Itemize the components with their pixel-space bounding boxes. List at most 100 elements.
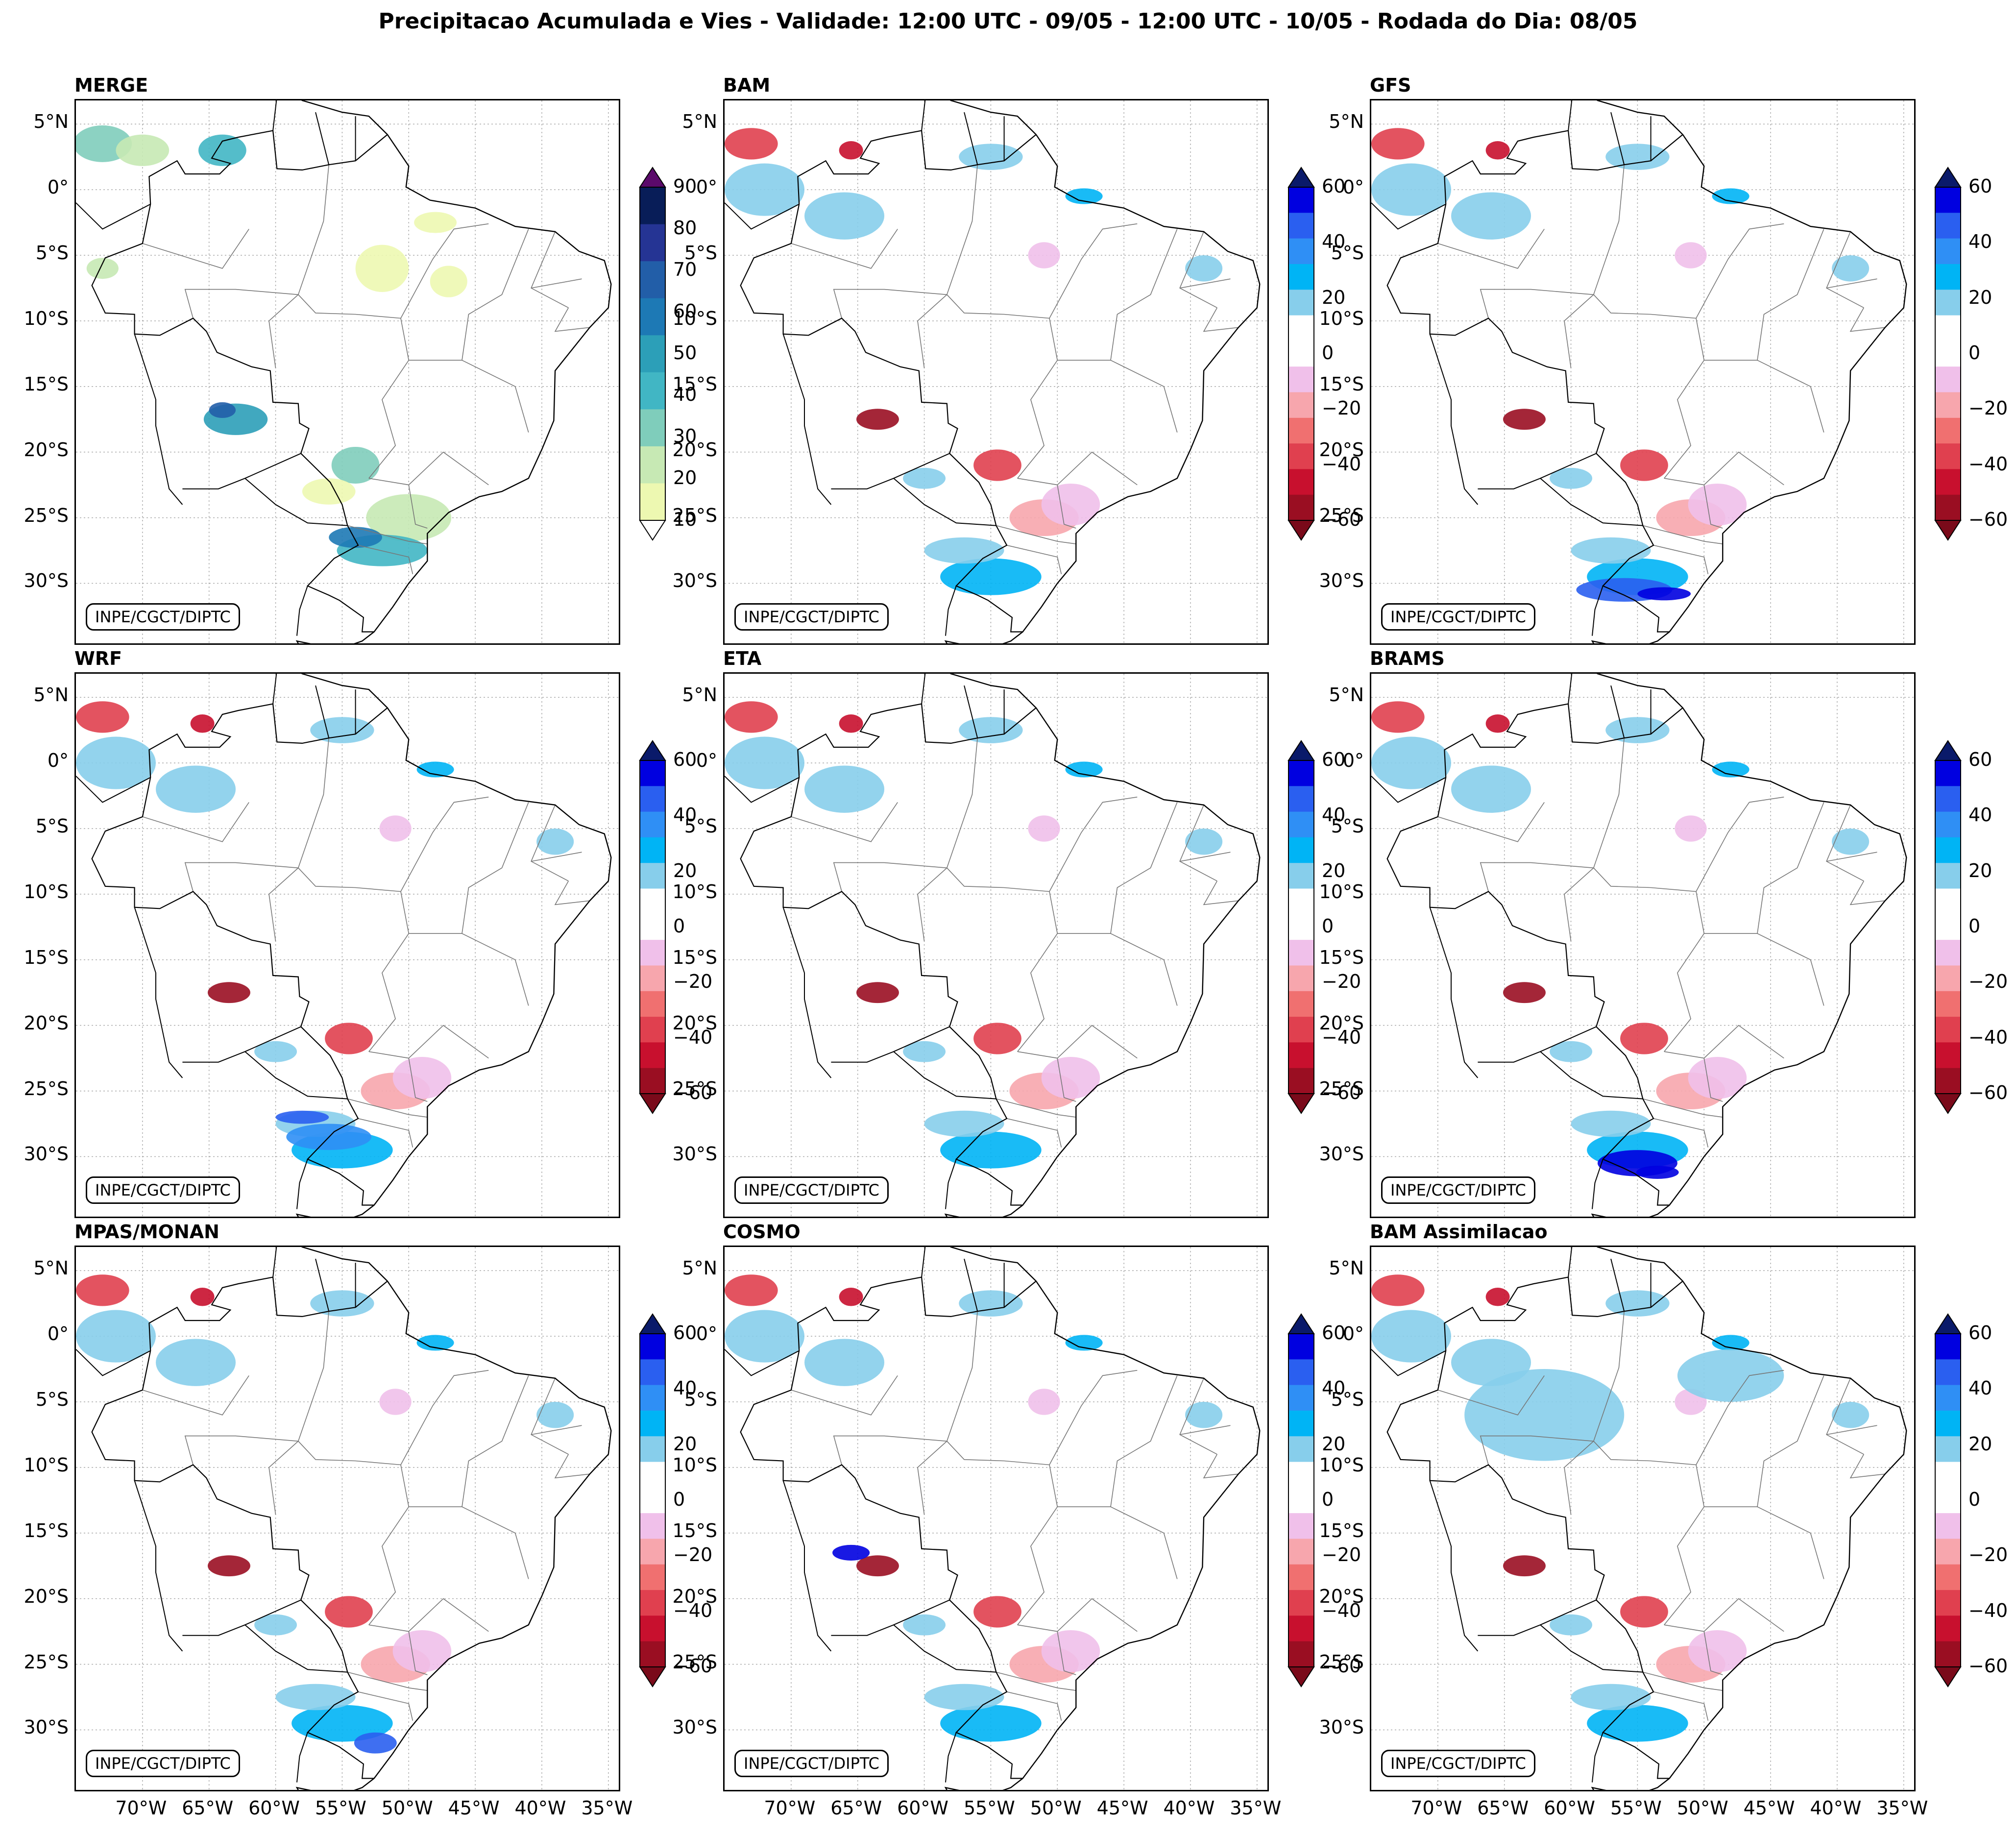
colorbar-segment [1935,1513,1961,1539]
state-border [1849,880,1885,905]
colorbar-tick-label: 40 [673,384,697,405]
colorbar-segment [640,409,665,447]
precip-field [1620,1596,1668,1628]
colorbar-segment [1935,187,1961,213]
colorbar-tick-label: −60 [1322,509,1361,530]
colorbar-extend-min [1934,1666,1962,1687]
precip-field [1571,537,1651,564]
lon-tick-label: 45°W [1096,1797,1148,1819]
country-border [182,453,301,489]
precip-field [1677,1349,1784,1402]
lat-tick-label: 5°N [33,1257,69,1279]
state-border [1180,852,1231,862]
lat-tick-label: 10°S [1319,880,1364,903]
country-border [921,1247,926,1277]
coastline [1591,1247,1907,1790]
precip-field [190,1288,215,1306]
country-border [1478,1599,1597,1636]
country-border [134,907,183,1078]
colorbar-tick-label: −40 [673,1599,713,1621]
colorbar-segment [640,1436,665,1463]
state-border [1437,228,1545,269]
colorbar-segment [1935,1590,1961,1616]
colorbar-tick-label: 60 [1322,749,1346,770]
country-border [921,100,926,131]
state-border [1703,1631,1723,1675]
lat-tick-label: 20°S [672,1012,717,1034]
state-border [1757,933,1824,1006]
state-border [996,525,1076,544]
lon-tick-label: 55°W [315,1797,366,1819]
map-canvas [1371,674,1914,1217]
state-border [358,1118,413,1148]
country-border [1429,1480,1479,1652]
lat-tick-label: 5°S [1331,815,1364,837]
colorbar-segment [1288,1462,1314,1488]
colorbar-tick-label: 0 [673,915,685,937]
lat-tick-label: 10°S [672,1454,717,1476]
colorbar-segment [1935,914,1961,940]
lat-tick-label: 20°S [1319,439,1364,461]
lon-tick-label: 70°W [1410,1797,1462,1819]
state-border [1006,1691,1062,1721]
credit-label: INPE/CGCT/DIPTC [734,603,889,631]
lon-tick-label: 60°W [1544,1797,1596,1819]
state-border [833,1435,947,1465]
colorbar-segment [1288,991,1314,1017]
precip-field [924,1110,1004,1137]
lon-tick-label: 50°W [381,1797,433,1819]
precip-field [1041,1056,1100,1099]
colorbar-segment [1935,494,1961,521]
colorbar-segment [1935,238,1961,265]
state-border [1826,1425,1877,1435]
panel-title-bam: BAM [723,74,771,96]
state-border [1110,933,1178,1006]
colorbar-tick-label: −60 [1322,1082,1361,1103]
precip-field [1636,1166,1679,1179]
colorbar-tick-label: 10 [673,509,697,530]
state-border [1110,802,1178,934]
country-border [76,776,151,803]
country-border [272,1247,277,1277]
lat-tick-label: 5°S [684,815,717,837]
precip-field [856,1555,899,1577]
state-border [1180,1425,1231,1435]
colorbar-cosmo [1287,1313,1315,1687]
precip-field [1550,1041,1593,1062]
colorbar-segment [640,1539,665,1565]
precip-field [1503,982,1546,1003]
lat-tick-label: 5°N [33,111,69,133]
country-border [831,1599,950,1636]
colorbar-segment [640,446,665,484]
colorbar-tick-label: 30 [673,425,697,447]
lat-tick-label: 25°S [672,1077,717,1100]
state-border [1849,307,1885,332]
colorbar-segment [640,760,665,786]
precip-field [924,1684,1004,1711]
precip-field [924,537,1004,564]
colorbar-segment [1935,811,1961,838]
lat-tick-label: 30°S [1319,570,1364,592]
lon-tick-label: 40°W [1810,1797,1862,1819]
state-border [1110,229,1178,361]
lat-tick-label: 0° [47,1323,69,1345]
lon-tick-label: 50°W [1030,1797,1082,1819]
brazil-border [740,130,1037,633]
colorbar-segment [1935,290,1961,316]
colorbar-tick-label: 0 [1968,915,1981,937]
colorbar-tick-label: −40 [1968,1599,2008,1621]
colorbar-segment [640,811,665,838]
state-border [1593,1311,1625,1442]
map-canvas [1371,1247,1914,1790]
precip-field [190,714,215,733]
country-border [1568,100,1573,131]
colorbar-tick-label: −60 [1322,1655,1361,1677]
state-border [1180,278,1231,289]
precip-field [1371,1274,1425,1306]
state-border [1664,318,1705,479]
country-border [831,1026,950,1063]
state-border [184,862,298,892]
precip-field [1832,1401,1870,1428]
precip-field [839,1288,863,1306]
colorbar-segment [1288,1042,1314,1069]
